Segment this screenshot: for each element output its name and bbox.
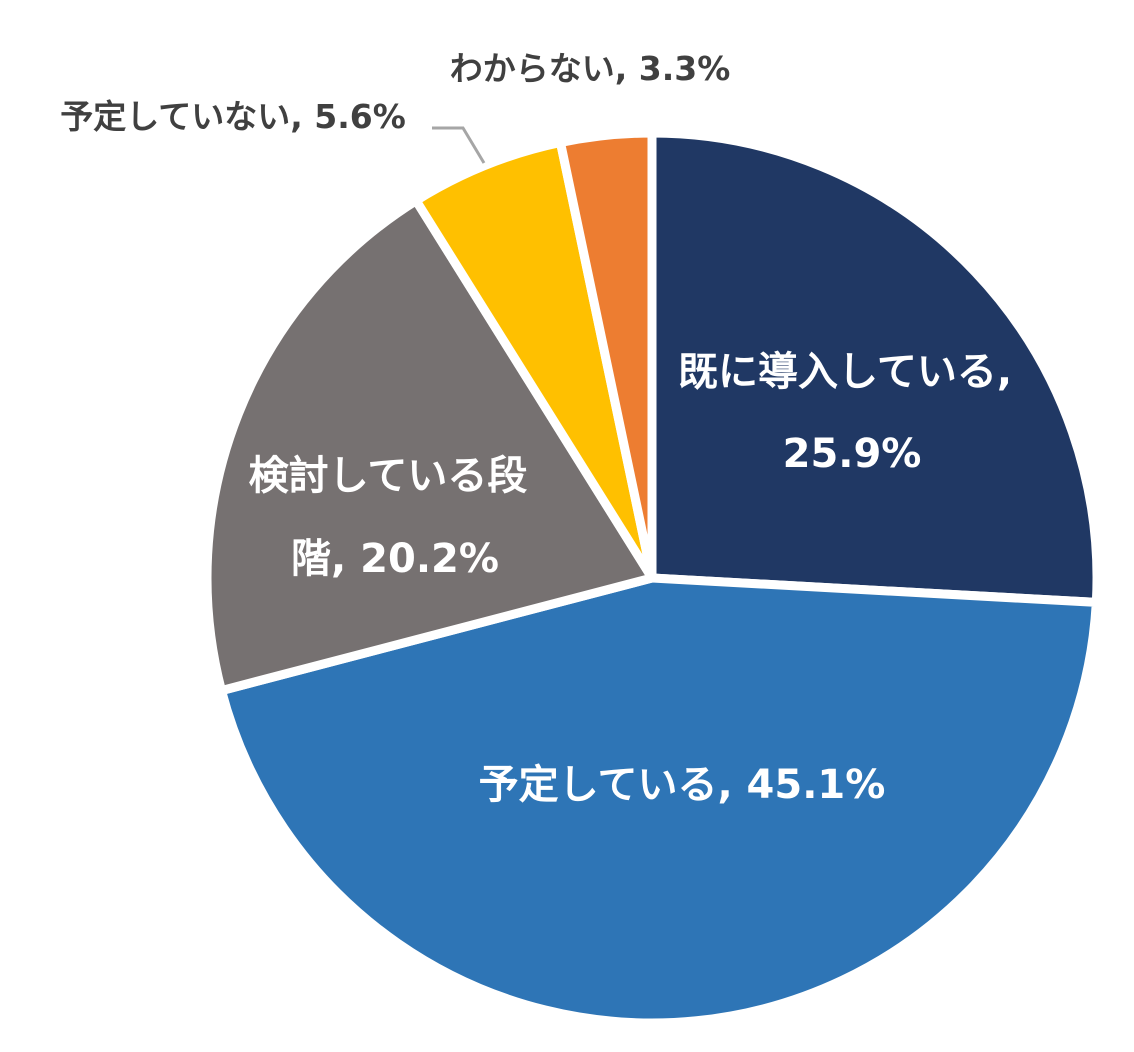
slice-label-unknown: わからない, 3.3% (450, 49, 731, 88)
slice-label-considering-line2: 階, 20.2% (291, 536, 499, 582)
slices-layer (202, 128, 1102, 1028)
leader-line-plan-not (432, 126, 486, 164)
slice-label-already-line2: 25.9% (783, 431, 922, 477)
slice-label-already: 既に導入している, 25.9% (678, 349, 1026, 477)
slice-label-already-line1: 既に導入している, (678, 349, 1012, 395)
slice-label-planned-line1: 予定している, 45.1% (479, 762, 886, 808)
slice-label-considering: 検討している段 階, 20.2% (249, 453, 542, 582)
slice-considering (202, 196, 657, 696)
slice-label-considering-line1: 検討している段 (249, 453, 528, 499)
slice-label-not-planned-line1: 予定していない, 5.6% (60, 97, 406, 136)
slice-unknown (555, 128, 657, 583)
slice-label-not-planned: 予定していない, 5.6% (60, 97, 406, 136)
slice-label-planned: 予定している, 45.1% (479, 762, 886, 808)
leader-lines-layer (432, 126, 486, 164)
labels-layer: 既に導入している, 25.9% 予定している, 45.1% 検討している段 階,… (60, 49, 1026, 808)
slice-planned (216, 573, 1101, 1028)
slice-label-unknown-line1: わからない, 3.3% (450, 49, 731, 88)
slice-already (647, 128, 1102, 607)
